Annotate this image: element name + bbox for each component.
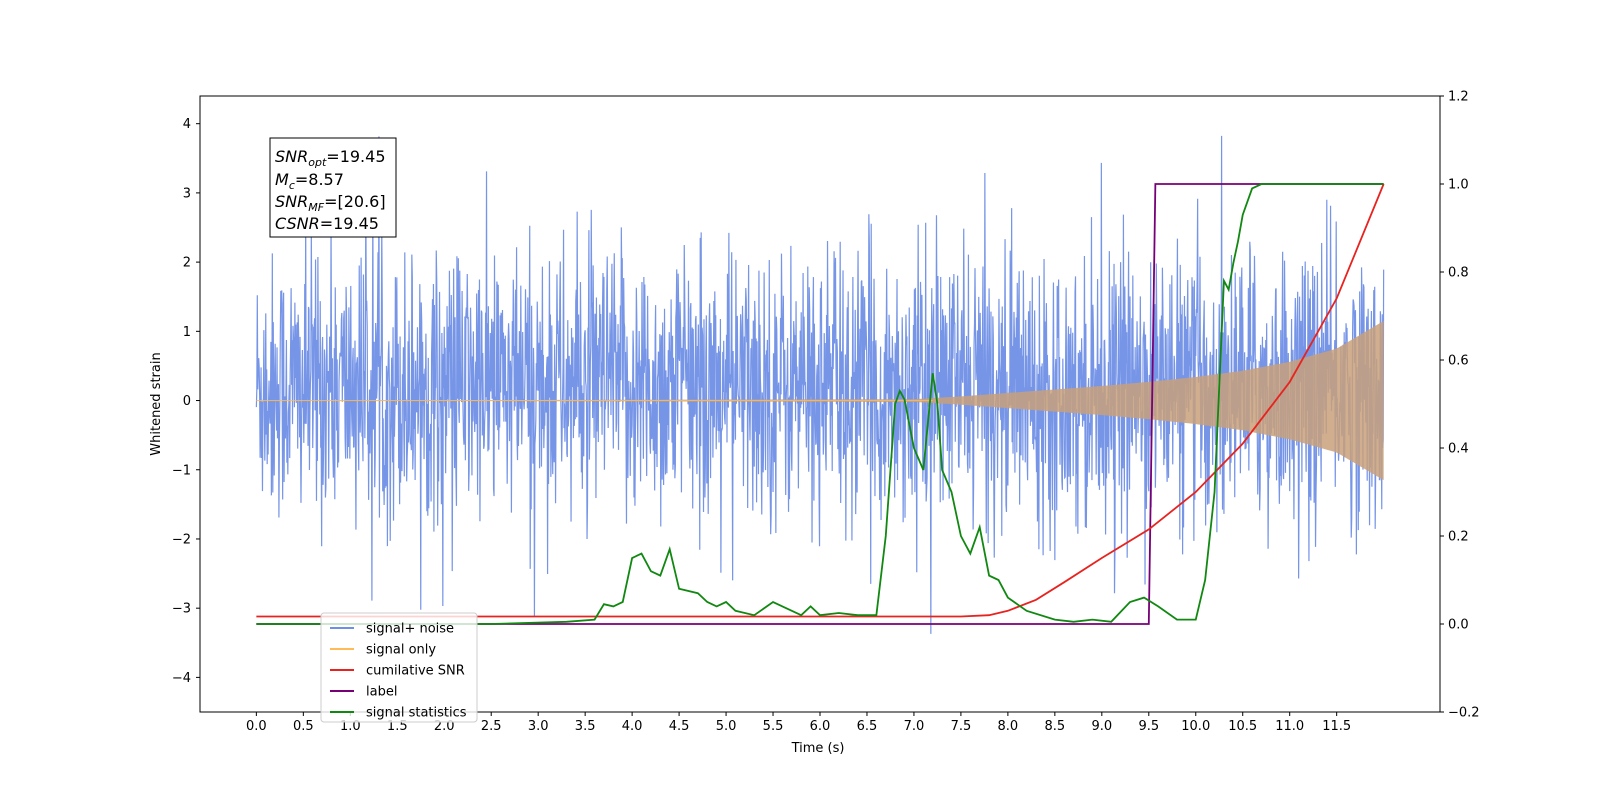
y-tick-label: 1 <box>183 325 191 340</box>
x-tick-label: 3.5 <box>575 719 596 734</box>
signal-only-layer <box>256 320 1384 481</box>
x-tick-label: 4.0 <box>622 719 643 734</box>
x-tick-label: 10.5 <box>1228 719 1257 734</box>
x-tick-label: 1.0 <box>340 719 361 734</box>
y-axis-label: Whitened strain <box>149 352 164 455</box>
annotation-snr-mf: SNRMF=[20.6] <box>275 192 386 214</box>
y-tick-label: −4 <box>172 671 191 686</box>
y2-tick-label: −0.2 <box>1448 706 1480 721</box>
x-tick-label: 0.0 <box>246 719 267 734</box>
x-axis: 0.0 0.5 1.0 1.5 2.0 2.5 3.0 3.5 4.0 4.5 5.0 5.5 6.0 6… <box>246 712 1351 734</box>
x-tick-label: 9.5 <box>1138 719 1159 734</box>
y-tick-label: 4 <box>183 117 191 132</box>
x-tick-label: 8.5 <box>1045 719 1066 734</box>
right-axis-series-layer <box>256 183 1385 625</box>
y2-tick-label: 0.2 <box>1448 530 1469 545</box>
legend-label: signal only <box>366 643 436 658</box>
y2-tick-label: 0.6 <box>1448 354 1469 369</box>
annotation-snr-opt: SNRopt=19.45 <box>275 147 386 169</box>
y-tick-label: −3 <box>172 602 191 617</box>
x-tick-label: 7.5 <box>951 719 972 734</box>
y2-tick-label: 1.2 <box>1448 90 1469 105</box>
x-tick-label: 4.5 <box>669 719 690 734</box>
y-tick-label: −1 <box>172 463 191 478</box>
y2-tick-label: 0.0 <box>1448 618 1469 633</box>
x-tick-label: 11.0 <box>1275 719 1304 734</box>
legend-label: label <box>366 685 397 700</box>
y-tick-label: 0 <box>183 394 191 409</box>
x-tick-label: 0.5 <box>293 719 314 734</box>
x-tick-label: 7.0 <box>904 719 925 734</box>
x-axis-label: Time (s) <box>791 741 845 756</box>
y2-tick-label: 1.0 <box>1448 178 1469 193</box>
x-tick-label: 2.5 <box>481 719 502 734</box>
annotation-mc: Mc=8.57 <box>275 170 344 192</box>
y2-tick-label: 0.4 <box>1448 442 1469 457</box>
x-tick-label: 9.0 <box>1091 719 1112 734</box>
y2-tick-label: 0.8 <box>1448 266 1469 281</box>
x-tick-label: 8.0 <box>998 719 1019 734</box>
annotation-csnr: CSNR=19.45 <box>275 214 379 233</box>
legend: signal+ noise signal only cumilative SNR la… <box>320 612 478 723</box>
y-axis-right: 1.2 1.0 0.8 0.6 0.4 0.2 0.0 −0.2 <box>1440 90 1480 721</box>
y-tick-label: −2 <box>172 532 191 547</box>
x-tick-label: 11.5 <box>1322 719 1351 734</box>
y-tick-label: 2 <box>183 256 191 271</box>
x-tick-label: 1.5 <box>387 719 408 734</box>
y-tick-label: 3 <box>183 186 191 201</box>
legend-label: signal statistics <box>366 706 467 721</box>
legend-label: cumilative SNR <box>366 664 465 679</box>
x-tick-label: 5.0 <box>716 719 737 734</box>
series-signal-statistics <box>256 183 1384 625</box>
annotation-box: SNRopt=19.45 Mc=8.57 SNRMF=[20.6] CSNR=1… <box>269 137 397 238</box>
y-axis-left: 4 3 2 1 0 −1 −2 −3 −4 <box>172 117 200 686</box>
series-cumulative-snr <box>256 183 1385 618</box>
x-tick-label: 6.0 <box>810 719 831 734</box>
x-tick-label: 2.0 <box>434 719 455 734</box>
x-tick-label: 5.5 <box>763 719 784 734</box>
x-tick-label: 10.0 <box>1181 719 1210 734</box>
legend-label: signal+ noise <box>366 622 454 637</box>
x-tick-label: 6.5 <box>857 719 878 734</box>
x-tick-label: 3.0 <box>528 719 549 734</box>
